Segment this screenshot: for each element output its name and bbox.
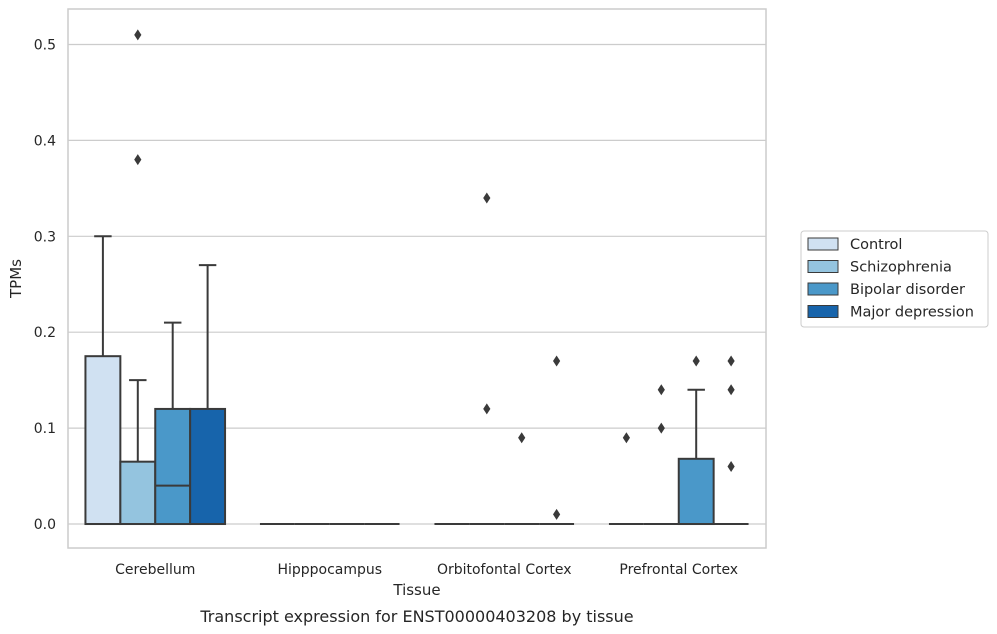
box-body — [677, 457, 715, 526]
legend-swatch — [807, 260, 839, 273]
x-tick-label: Hipppocampus — [277, 562, 382, 578]
legend: Control Schizophrenia Bipolar disorder Majo… — [800, 230, 989, 328]
x-tick-label: Orbitofontal Cortex — [437, 562, 572, 578]
box-body — [154, 407, 192, 526]
box-major-depression — [189, 264, 227, 526]
y-axis-label: TPMs — [7, 259, 25, 299]
box-body — [84, 355, 122, 526]
plot-frame — [67, 8, 767, 549]
box-bipolar-disorder — [154, 321, 192, 526]
x-axis-ticks: Cerebellum Hipppocampus Orbitofontal Corte… — [115, 562, 738, 578]
box-body — [119, 460, 157, 526]
chart-caption: Transcript expression for ENST0000040320… — [199, 607, 633, 626]
legend-swatch — [807, 237, 839, 251]
y-tick-label: 0.3 — [34, 229, 56, 245]
outlier-point — [553, 508, 561, 520]
outlier-point — [622, 432, 630, 444]
x-axis-label: Tissue — [392, 581, 440, 599]
y-tick-label: 0.4 — [34, 133, 56, 149]
legend-label: Bipolar disorder — [850, 282, 965, 298]
y-tick-label: 0.1 — [34, 421, 56, 437]
box-schizophrenia — [119, 379, 157, 526]
legend-items: Control Schizophrenia Bipolar disorder Majo… — [807, 237, 974, 321]
box-control — [84, 235, 122, 526]
outlier-point — [692, 355, 700, 367]
legend-swatch — [807, 282, 839, 296]
outlier-point — [657, 422, 665, 434]
outlier-point — [134, 29, 142, 41]
outlier-point — [518, 432, 526, 444]
outlier-point — [727, 355, 735, 367]
outlier-point — [483, 192, 491, 204]
outlier-point — [727, 460, 735, 472]
outlier-point — [727, 384, 735, 396]
outlier-points — [134, 29, 735, 520]
x-tick-label: Cerebellum — [115, 562, 195, 578]
outlier-point — [483, 403, 491, 415]
outlier-point — [134, 154, 142, 166]
box-body — [189, 407, 227, 526]
box-bipolar-disorder — [677, 388, 715, 526]
outlier-point — [553, 355, 561, 367]
y-axis-ticks: 0.0 0.1 0.2 0.3 0.4 0.5 — [34, 37, 56, 533]
legend-swatch — [807, 305, 839, 318]
y-tick-label: 0.0 — [34, 517, 56, 533]
outlier-point — [657, 384, 665, 396]
legend-label: Major depression — [850, 305, 974, 321]
box-series — [84, 235, 749, 526]
x-tick-label: Prefrontal Cortex — [619, 562, 738, 578]
legend-label: Schizophrenia — [850, 260, 952, 276]
y-tick-label: 0.2 — [34, 325, 56, 341]
legend-label: Control — [850, 237, 902, 253]
legend-frame — [800, 230, 989, 328]
y-tick-label: 0.5 — [34, 37, 56, 53]
